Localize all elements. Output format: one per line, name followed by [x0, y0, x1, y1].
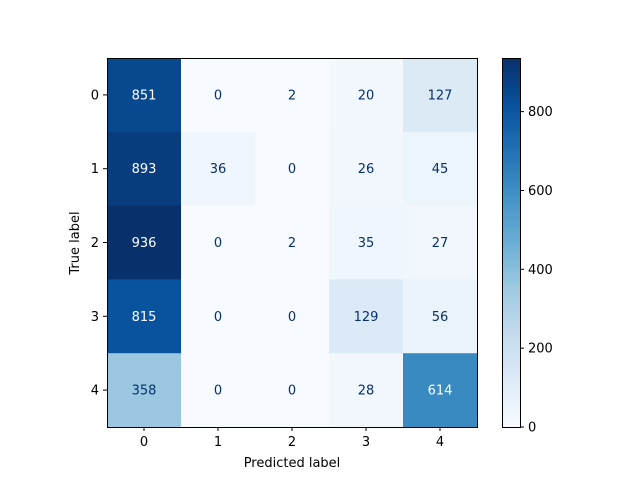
cell-r0-c1	[181, 58, 256, 133]
colorbar-tick-label-3: 600	[528, 184, 553, 199]
cell-r2-c3	[329, 205, 404, 280]
cell-value-r2-c4: 27	[432, 236, 449, 251]
cell-r4-c4	[403, 353, 478, 428]
cell-value-r4-c4: 614	[428, 384, 453, 399]
cell-r0-c0	[107, 58, 182, 133]
cell-value-r3-c2: 0	[288, 310, 296, 325]
y-tick-label-0: 0	[91, 88, 99, 103]
colorbar-tick-label-4: 800	[528, 105, 553, 120]
cell-r1-c4	[403, 131, 478, 207]
y-tick-label-4: 4	[91, 384, 99, 399]
cell-value-r3-c1: 0	[214, 310, 222, 325]
cell-value-r0-c1: 0	[214, 88, 222, 103]
cell-value-r1-c3: 26	[358, 162, 375, 177]
cell-r3-c4	[403, 279, 478, 354]
cell-value-r4-c1: 0	[214, 384, 222, 399]
x-axis: 0 1 2 3 4	[140, 427, 444, 450]
colorbar-tick-label-2: 400	[528, 263, 553, 278]
cell-value-r3-c4: 56	[432, 310, 449, 325]
cell-r4-c3	[329, 353, 404, 428]
cell-r1-c1	[181, 131, 256, 207]
cell-r3-c1	[181, 279, 256, 354]
cell-value-r2-c0: 936	[132, 236, 157, 251]
x-tick-label-0: 0	[140, 435, 148, 450]
cell-value-r4-c0: 358	[132, 384, 157, 399]
cell-value-r0-c2: 2	[288, 88, 296, 103]
cell-value-r0-c4: 127	[428, 88, 453, 103]
cell-r2-c2	[255, 205, 330, 280]
cell-r3-c0	[107, 279, 182, 354]
cell-r4-c0	[107, 353, 182, 428]
cell-r4-c1	[181, 353, 256, 428]
cell-r1-c3	[329, 131, 404, 207]
cell-value-r4-c2: 0	[288, 384, 296, 399]
cell-r1-c0	[107, 131, 182, 207]
heatmap-cells	[107, 58, 478, 428]
y-tick-label-2: 2	[91, 236, 99, 251]
cell-value-r0-c0: 851	[132, 88, 157, 103]
x-tick-label-1: 1	[214, 435, 222, 450]
cell-value-r1-c2: 0	[288, 162, 296, 177]
cell-value-r2-c2: 2	[288, 236, 296, 251]
colorbar-axis: 0 200 400 600 800	[520, 105, 553, 436]
cell-r3-c2	[255, 279, 330, 354]
cell-r2-c1	[181, 205, 256, 280]
cell-value-r3-c0: 815	[132, 310, 157, 325]
x-tick-label-4: 4	[436, 435, 444, 450]
cell-value-r1-c0: 893	[132, 162, 157, 177]
y-tick-label-3: 3	[91, 310, 99, 325]
x-tick-label-3: 3	[362, 435, 370, 450]
colorbar-tick-label-0: 0	[528, 421, 536, 436]
cell-value-r1-c1: 36	[210, 162, 227, 177]
y-axis-label: True label	[68, 211, 83, 275]
x-tick-label-2: 2	[288, 435, 296, 450]
colorbar-frame	[502, 58, 521, 428]
cell-value-r3-c3: 129	[354, 310, 379, 325]
colorbar	[502, 58, 520, 427]
colorbar-tick-label-1: 200	[528, 342, 553, 357]
cell-r0-c3	[329, 58, 404, 133]
cell-value-r2-c3: 35	[358, 236, 375, 251]
heatmap-cell-labels: 851 0 2 20 127 893 36 0 26 45 936 0 2 35 27 815 0 0 129 56 3…	[132, 88, 453, 398]
cell-r0-c2	[255, 58, 330, 133]
x-axis-label: Predicted label	[244, 456, 341, 471]
cell-value-r2-c1: 0	[214, 236, 222, 251]
cell-r1-c2	[255, 131, 330, 207]
cell-r2-c0	[107, 205, 182, 280]
cell-value-r4-c3: 28	[358, 384, 375, 399]
cell-r0-c4	[403, 58, 478, 133]
cell-r2-c4	[403, 205, 478, 280]
cell-value-r1-c4: 45	[432, 162, 449, 177]
cell-r4-c2	[255, 353, 330, 428]
y-tick-label-1: 1	[91, 162, 99, 177]
cell-value-r0-c3: 20	[358, 88, 375, 103]
y-axis: 0 1 2 3 4	[91, 88, 107, 399]
cell-r3-c3	[329, 279, 404, 354]
